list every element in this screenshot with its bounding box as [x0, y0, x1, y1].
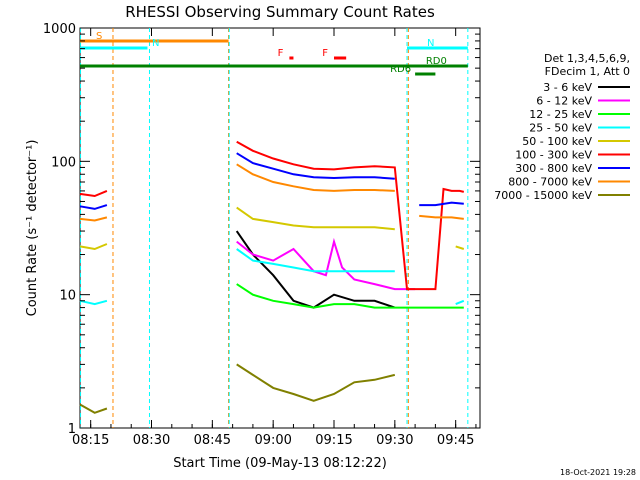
flag-label-5: RD0: [426, 56, 447, 67]
flag-label-1: N: [152, 38, 159, 49]
flag-label-4: F: [322, 48, 328, 59]
series-line-1-seg-0: [236, 237, 416, 291]
flag-label-0: S: [96, 31, 102, 42]
x-tick-label-2: 08:45: [194, 433, 231, 448]
legend-header-1: FDecim 1, Att 0: [545, 65, 630, 78]
x-tick-label-3: 09:00: [254, 433, 291, 448]
y-tick-label-1: 10: [59, 289, 76, 304]
y-tick-label-2: 100: [51, 155, 76, 170]
series-line-6-seg-1: [236, 152, 395, 180]
y-tick-label-3: 1000: [43, 22, 76, 37]
series-line-3-seg-1: [236, 248, 395, 273]
legend-header-0: Det 1,3,4,5,6,9,: [544, 52, 630, 65]
plot-frame: [79, 27, 481, 429]
x-tick-label-5: 09:30: [376, 433, 413, 448]
flag-label-3: F: [278, 48, 284, 59]
legend-label-2: 12 - 25 keV: [529, 108, 592, 121]
x-axis-label: Start Time (09-May-13 08:12:22): [173, 456, 387, 471]
legend-label-5: 100 - 300 keV: [515, 149, 592, 162]
series-line-5-seg-1: [236, 140, 465, 291]
series-line-7-seg-2: [419, 214, 464, 220]
y-tick-label-0: 1: [68, 422, 76, 437]
series-line-3-seg-0: [79, 299, 108, 306]
series-line-3-seg-2: [455, 299, 465, 306]
flag-label-6: RD6: [390, 64, 411, 75]
flag-label-2: N: [427, 38, 434, 49]
legend-label-6: 300 - 800 keV: [515, 162, 592, 175]
series-lines: [79, 140, 465, 414]
y-axis-ticks: 1 10 100 1000: [43, 22, 480, 437]
series-line-7-seg-1: [236, 163, 395, 192]
y-axis-label: Count Rate (s⁻¹ detector⁻¹): [25, 140, 40, 317]
series-line-8-seg-0: [79, 403, 108, 414]
legend-label-7: 800 - 7000 keV: [508, 176, 592, 189]
series-line-6-seg-2: [419, 201, 464, 207]
x-tick-label-1: 08:30: [133, 433, 170, 448]
series-line-4-seg-2: [455, 245, 465, 250]
series-line-4-seg-0: [79, 243, 108, 251]
x-tick-label-6: 09:45: [437, 433, 474, 448]
series-line-8-seg-1: [236, 363, 396, 402]
timestamp: 18-Oct-2021 19:28: [560, 468, 636, 477]
x-tick-label-4: 09:15: [315, 433, 352, 448]
series-line-4-seg-1: [236, 206, 395, 231]
legend-label-3: 25 - 50 keV: [529, 122, 592, 135]
legend-label-8: 7000 - 15000 keV: [494, 189, 592, 202]
series-line-2-seg-0: [236, 283, 464, 309]
x-tick-label-0: 08:15: [72, 433, 109, 448]
legend-label-4: 50 - 100 keV: [522, 135, 592, 148]
series-line-7-seg-0: [79, 216, 108, 222]
series-line-5-seg-0: [79, 189, 108, 198]
vertical-markers: [80, 28, 469, 428]
legend: Det 1,3,4,5,6,9,FDecim 1, Att 0 3 - 6 keV…: [494, 52, 630, 202]
legend-label-0: 3 - 6 keV: [543, 81, 592, 94]
chart-title: RHESSI Observing Summary Count Rates: [125, 3, 435, 21]
series-line-6-seg-0: [79, 204, 108, 210]
flag-bars: S N N F F RD0 RD6: [80, 31, 468, 76]
x-axis-ticks: 08:15 08:30 08:45 09:00 09:15 09:30 09:45: [72, 28, 477, 448]
legend-label-1: 6 - 12 keV: [536, 95, 592, 108]
